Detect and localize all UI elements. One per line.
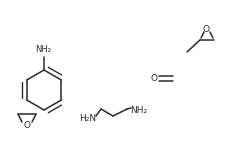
Text: O: O bbox=[202, 24, 210, 33]
Text: O: O bbox=[24, 122, 30, 131]
Text: H₂N: H₂N bbox=[80, 114, 97, 123]
Text: NH₂: NH₂ bbox=[35, 44, 51, 53]
Text: O: O bbox=[151, 74, 157, 82]
Text: NH₂: NH₂ bbox=[131, 105, 148, 114]
